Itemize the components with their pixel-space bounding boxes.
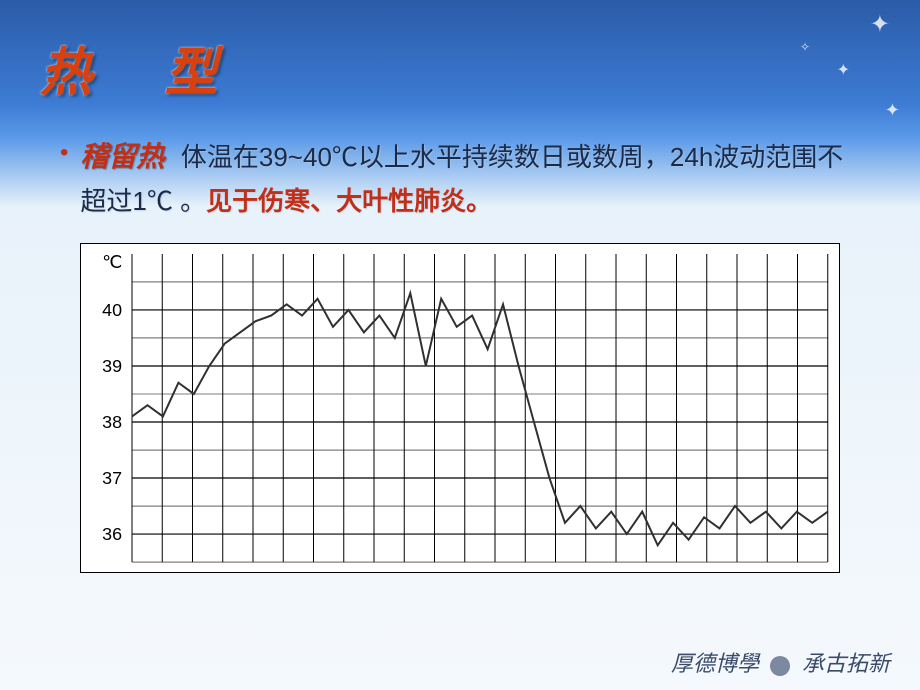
temperature-chart: ℃ 36 37 38 39 40 bbox=[80, 243, 840, 573]
svg-text:39: 39 bbox=[102, 356, 122, 376]
svg-text:36: 36 bbox=[102, 524, 122, 544]
footer-calligraphy: 厚德博學 承古拓新 bbox=[671, 646, 890, 678]
term-label: 稽留热 bbox=[80, 142, 164, 173]
sparkle-icon: ✧ bbox=[800, 40, 810, 54]
svg-text:℃: ℃ bbox=[102, 252, 122, 272]
content-area: • 稽留热 体温在39~40℃以上水平持续数日或数周，24h波动范围不超过1℃ … bbox=[0, 115, 920, 573]
sparkle-icon: ✦ bbox=[870, 10, 890, 39]
bullet-text: 稽留热 体温在39~40℃以上水平持续数日或数周，24h波动范围不超过1℃ 。见… bbox=[80, 135, 860, 223]
seal-icon bbox=[770, 656, 790, 676]
sparkle-icon: ✦ bbox=[885, 100, 900, 121]
bullet-icon: • bbox=[60, 139, 68, 167]
svg-text:40: 40 bbox=[102, 300, 122, 320]
footer-right: 承古拓新 bbox=[802, 651, 890, 676]
bullet-item: • 稽留热 体温在39~40℃以上水平持续数日或数周，24h波动范围不超过1℃ … bbox=[60, 135, 860, 223]
svg-text:38: 38 bbox=[102, 412, 122, 432]
desc-highlight: 见于伤寒、大叶性肺炎。 bbox=[206, 186, 492, 216]
sparkle-icon: ✦ bbox=[837, 60, 850, 80]
footer-left: 厚德博學 bbox=[671, 651, 759, 676]
chart-svg: ℃ 36 37 38 39 40 bbox=[81, 244, 839, 572]
slide-title: 热 型 bbox=[40, 30, 880, 105]
description-text: 体温在39~40℃以上水平持续数日或数周，24h波动范围不超过1℃ 。见于伤寒、… bbox=[80, 142, 843, 216]
title-bar: 热 型 bbox=[0, 0, 920, 115]
svg-text:37: 37 bbox=[102, 468, 122, 488]
